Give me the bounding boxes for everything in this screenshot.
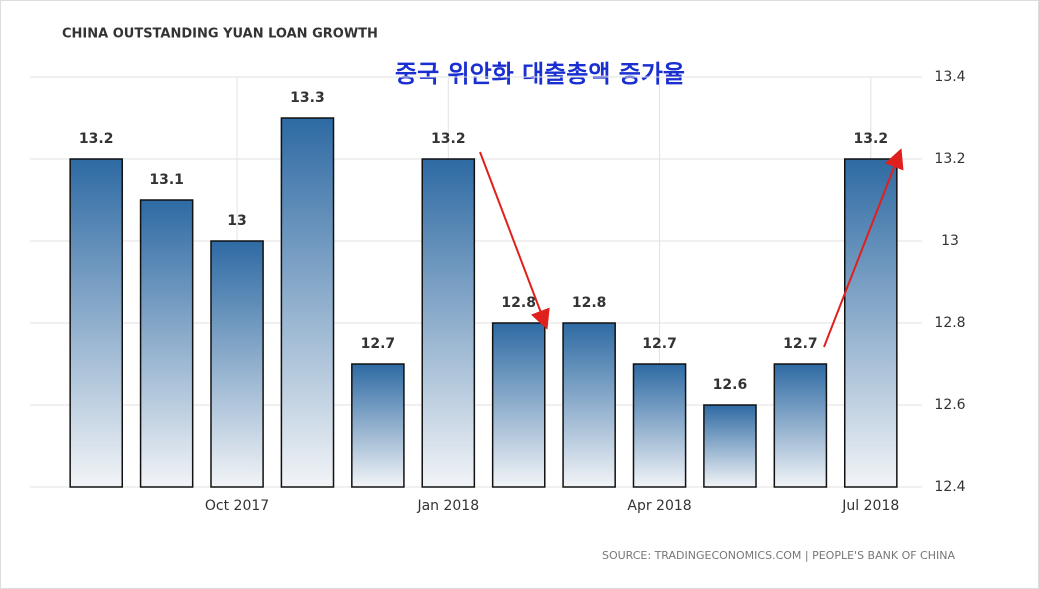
bar: [139, 199, 194, 488]
x-tick-label: Apr 2018: [627, 498, 691, 514]
y-tick-label: 13.4: [934, 69, 965, 85]
y-tick-label: 12.8: [934, 315, 965, 331]
y-tick-label: 13.2: [934, 151, 965, 167]
bar: [843, 158, 898, 488]
value-label: 13.1: [149, 172, 184, 188]
value-label: 12.7: [783, 336, 818, 352]
value-label: 13: [227, 213, 246, 229]
bar: [421, 158, 476, 488]
value-label: 13.3: [290, 90, 325, 106]
value-label: 12.6: [713, 377, 748, 393]
bar: [210, 240, 264, 488]
value-label: 12.7: [361, 336, 396, 352]
chart-subtitle: 중국 위안화 대출총액 증가율: [395, 60, 685, 88]
bar: [632, 363, 687, 488]
arrow: [479, 151, 550, 330]
arrow: [823, 148, 904, 348]
source: SOURCE: TRADINGECONOMICS.COM | PEOPLE'S …: [602, 549, 956, 562]
plot: 12.4 12.6 12.8 13 13.2 13.4 Oct 2017 Jan 2018 Ap…: [30, 69, 966, 514]
y-tick-label: 12.4: [934, 479, 965, 495]
bar: [280, 117, 335, 488]
bar: [351, 363, 405, 488]
bar: [703, 404, 757, 488]
value-label: 12.8: [501, 295, 536, 311]
bar: [491, 322, 546, 488]
value-label: 12.8: [572, 295, 607, 311]
bar: [773, 363, 828, 488]
value-label: 13.2: [431, 131, 466, 147]
y-tick-label: 13: [941, 233, 959, 249]
chart-title: CHINA OUTSTANDING YUAN LOAN GROWTH: [62, 27, 378, 42]
x-tick-label: Jan 2018: [416, 498, 479, 514]
value-label: 13.2: [854, 131, 889, 147]
y-tick-label: 12.6: [934, 397, 965, 413]
x-tick-label: Oct 2017: [205, 498, 269, 514]
bar: [69, 158, 124, 488]
value-label: 13.2: [79, 131, 114, 147]
value-label: 12.7: [642, 336, 677, 352]
x-tick-label: Jul 2018: [841, 498, 899, 514]
bar: [562, 322, 616, 488]
